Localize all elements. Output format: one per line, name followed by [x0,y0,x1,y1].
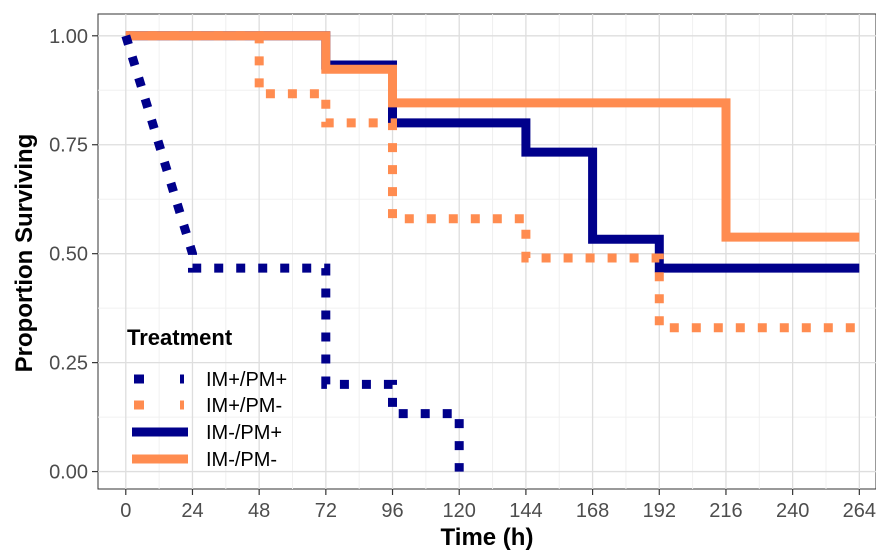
grid-lines [98,14,876,489]
series-layer [121,31,860,472]
y-tick-label: 0.75 [49,135,88,157]
series-line-IM-/PM- [125,31,860,242]
legend-title: Treatment [127,325,233,350]
x-tick-label: 72 [315,500,337,522]
legend-label: IM+/PM+ [206,369,287,391]
x-tick-label: 144 [509,500,542,522]
x-tick-label: 216 [709,500,742,522]
x-tick-label: 120 [443,500,476,522]
x-tick-label: 48 [248,500,270,522]
y-tick-label: 0.50 [49,244,88,266]
legend-label: IM-/PM+ [206,422,282,444]
x-tick-label: 192 [643,500,676,522]
y-tick-label: 0.00 [49,462,88,484]
y-axis-title: Proportion Surviving [11,134,38,373]
legend-label: IM-/PM- [206,449,277,471]
x-tick-label: 0 [120,500,131,522]
legend-label: IM+/PM- [206,395,282,417]
x-tick-label: 96 [381,500,403,522]
series-line-IM+/PM- [125,31,860,333]
plot-panel [97,13,876,490]
y-tick-label: 0.25 [49,353,88,375]
legend: Treatment IM+/PM+ IM+/PM- IM-/PM+ IM-/PM- [127,325,287,471]
axis-ticks: 0 24 48 72 96 120 144 168 192 216 240 264 0.00 0.25 0.… [49,26,876,522]
series-line-IM+/PM+ [121,34,464,472]
x-tick-label: 168 [576,500,609,522]
x-tick-label: 264 [843,500,876,522]
x-tick-label: 240 [776,500,809,522]
x-tick-label: 24 [181,500,203,522]
y-tick-label: 1.00 [49,26,88,48]
x-axis-title: Time (h) [441,524,534,551]
